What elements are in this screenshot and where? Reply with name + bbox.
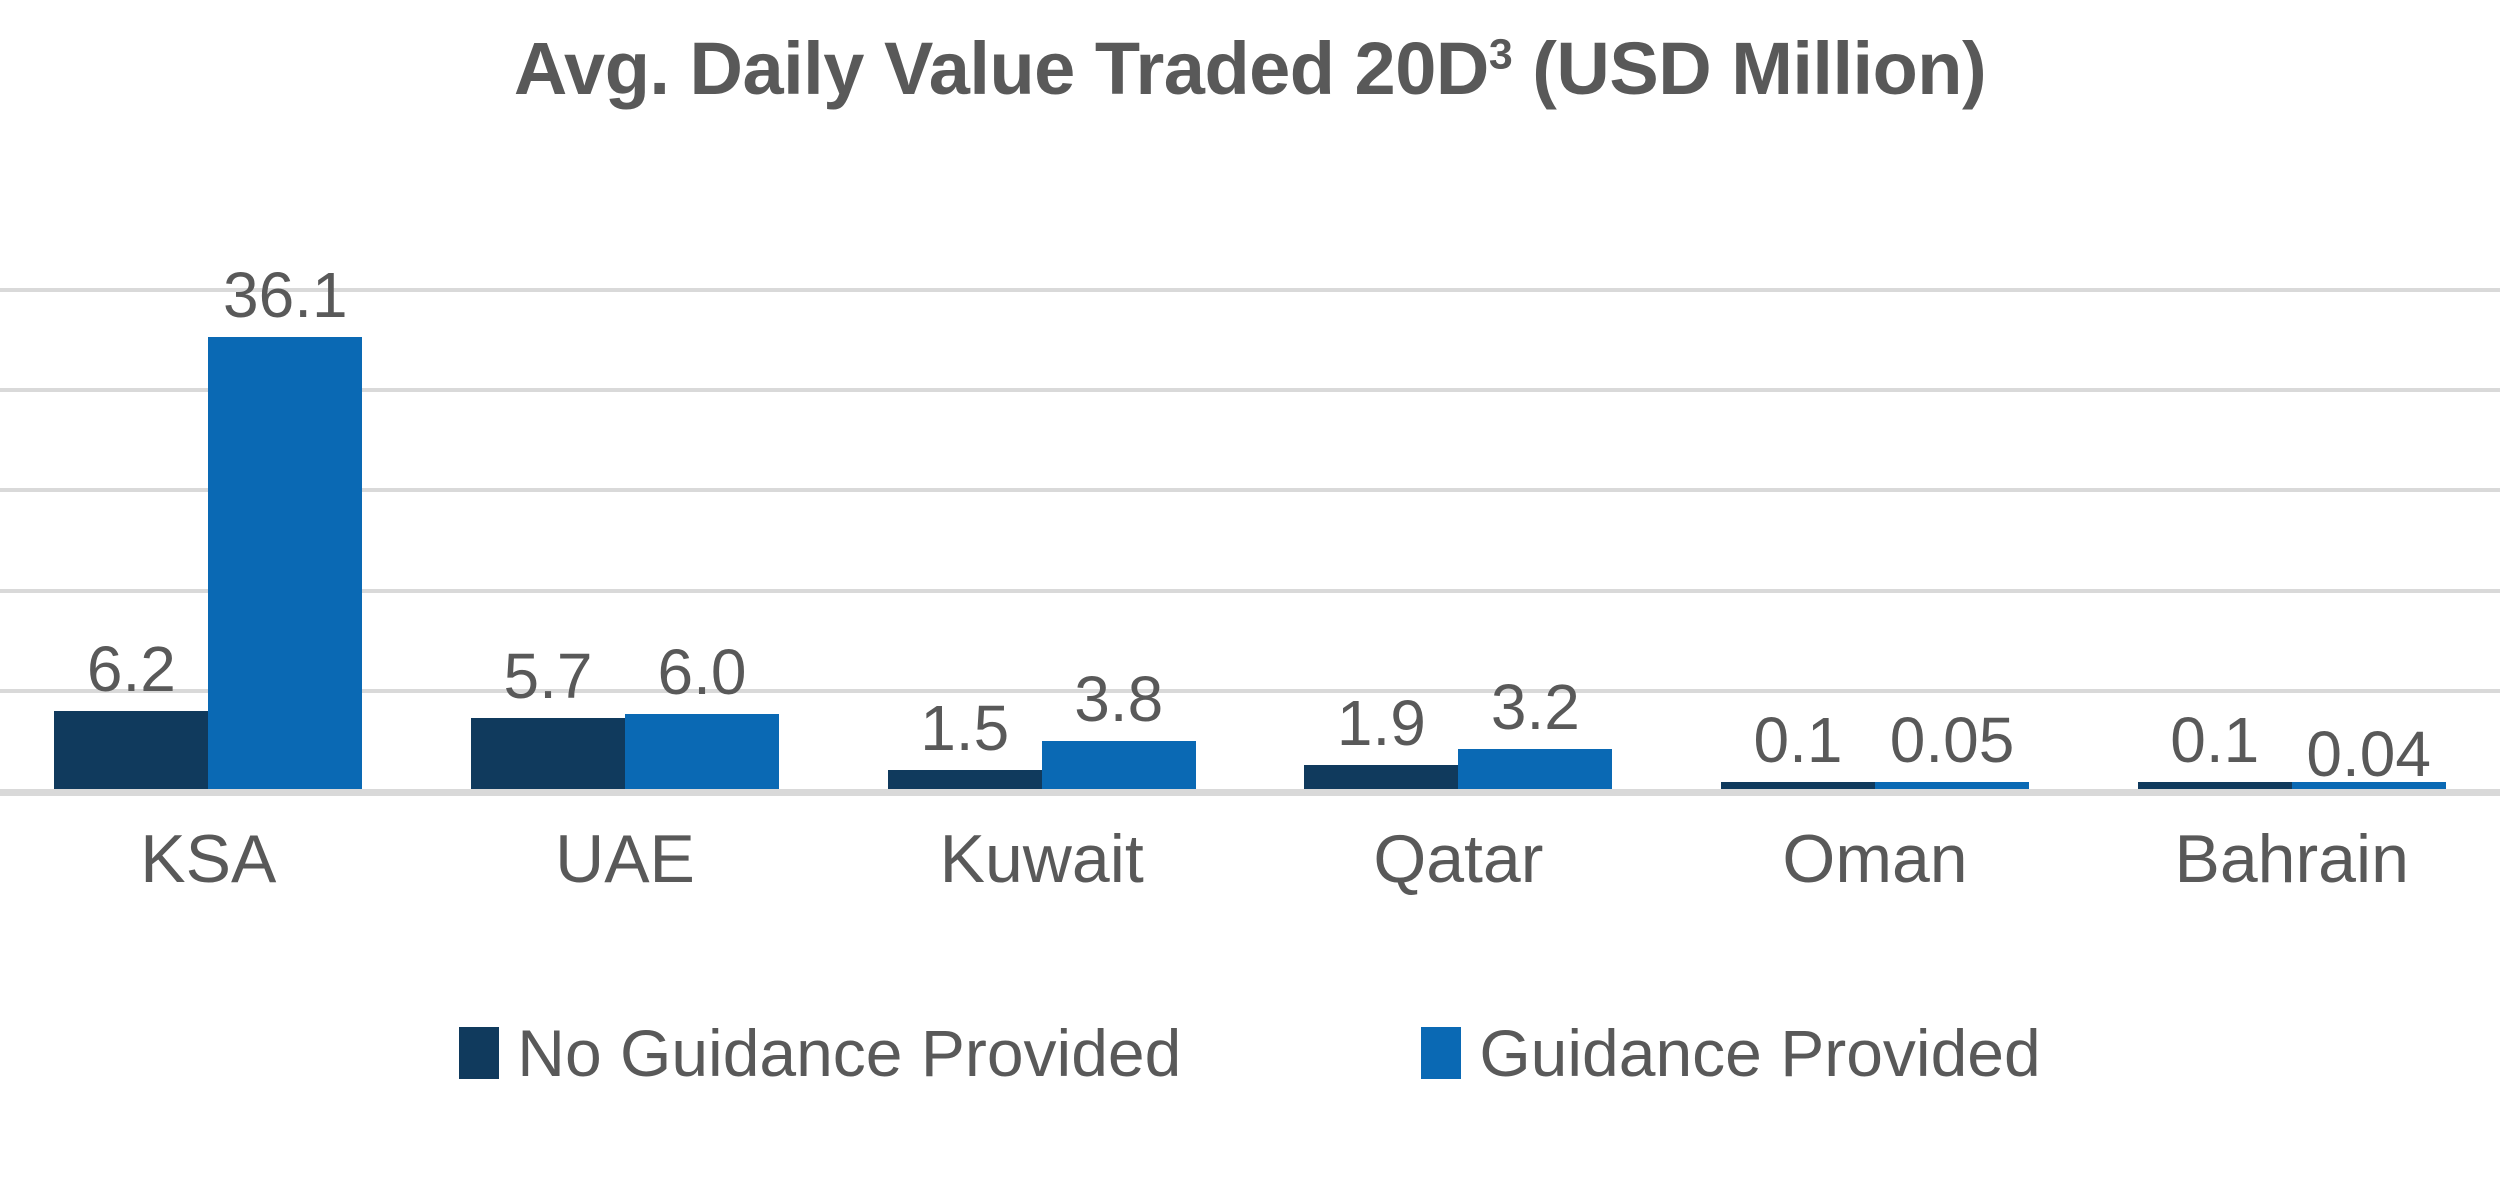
bar-group: 1.5 3.8 (833, 288, 1250, 793)
chart-title-suffix: (USD Million) (1512, 27, 1987, 110)
data-label: 3.8 (1074, 663, 1164, 736)
x-axis-label-bahrain: Bahrain (2174, 821, 2409, 897)
bar-group: 5.7 6.0 (417, 288, 834, 793)
chart-title: Avg. Daily Value Traded 20D3 (USD Millio… (0, 26, 2500, 111)
bar-group: 1.9 3.2 (1250, 288, 1667, 793)
data-label: 5.7 (503, 639, 593, 712)
legend-swatch-icon (459, 1027, 500, 1079)
legend-label: Guidance Provided (1479, 1016, 2041, 1090)
bar-guidance[interactable] (1875, 782, 2030, 789)
x-axis-label-uae: UAE (555, 821, 695, 897)
bar-guidance[interactable] (2291, 782, 2446, 789)
chart-legend: No Guidance Provided Guidance Provided (0, 1020, 2500, 1086)
legend-swatch-icon (1421, 1027, 1462, 1079)
gridline (0, 688, 2500, 693)
chart-title-prefix: Avg. Daily Value Traded 20D (513, 27, 1489, 110)
bar-guidance[interactable] (1041, 741, 1196, 789)
chart-title-superscript: 3 (1488, 30, 1513, 79)
plot-area: 6.2 36.1 5.7 6.0 1.5 3.8 1.9 3.2 0.1 0.05 0.1 0.04 (0, 263, 2500, 796)
data-label: 36.1 (223, 258, 348, 331)
data-label: 6.2 (86, 633, 176, 706)
bar-no-guidance[interactable] (54, 711, 209, 789)
x-axis-label-ksa: KSA (140, 821, 277, 897)
bar-no-guidance[interactable] (1304, 765, 1459, 789)
bar-guidance[interactable] (208, 336, 363, 789)
data-label: 1.9 (1336, 687, 1426, 760)
x-axis-category-labels: KSA UAE Kuwait Qatar Oman Bahrain (0, 820, 2500, 930)
data-label: 1.5 (920, 692, 1010, 765)
gridlines (0, 288, 2500, 793)
bar-guidance[interactable] (1458, 748, 1613, 789)
legend-item[interactable]: No Guidance Provided (459, 1020, 1181, 1086)
bar-no-guidance[interactable] (887, 770, 1042, 789)
x-axis-line (0, 789, 2500, 796)
legend-label: No Guidance Provided (517, 1016, 1182, 1090)
gridline (0, 288, 2500, 292)
data-label: 0.1 (1753, 704, 1843, 776)
bar-group: 0.1 0.05 (1667, 288, 2084, 793)
data-label: 6.0 (657, 635, 747, 708)
gridline (0, 388, 2500, 393)
bar-groups: 6.2 36.1 5.7 6.0 1.5 3.8 1.9 3.2 0.1 0.05 0.1 0.04 (0, 263, 2500, 793)
gridline (0, 588, 2500, 593)
bar-no-guidance[interactable] (2137, 782, 2292, 789)
data-label: 3.2 (1490, 670, 1580, 743)
data-label: 0.04 (2306, 718, 2431, 790)
x-axis-label-qatar: Qatar (1373, 821, 1544, 897)
data-label: 0.1 (2170, 704, 2260, 776)
x-axis-label-kuwait: Kuwait (939, 821, 1144, 897)
bar-group: 0.1 0.04 (2083, 288, 2500, 793)
bar-no-guidance[interactable] (471, 717, 626, 789)
bar-no-guidance[interactable] (1721, 782, 1876, 789)
data-label: 0.05 (1889, 704, 2015, 776)
bar-group: 6.2 36.1 (0, 263, 417, 793)
bar-guidance[interactable] (625, 713, 779, 789)
legend-item[interactable]: Guidance Provided (1421, 1016, 2041, 1090)
gridline (0, 488, 2500, 493)
x-axis-label-oman: Oman (1782, 821, 1968, 897)
